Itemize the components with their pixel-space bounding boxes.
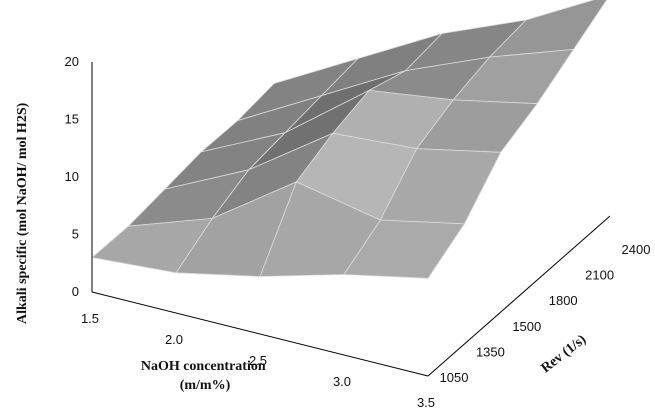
x-axis-title-line2: (m/m%)	[180, 378, 231, 393]
y-tick-label: 1800	[549, 293, 578, 308]
x-axis-title: NaOH concentration (m/m%)	[141, 359, 269, 393]
y-axis-title: Rev (1/s)	[539, 332, 590, 376]
y-tick-label: 1050	[440, 370, 469, 385]
z-tick-label: 10	[65, 169, 79, 184]
x-tick-label: 1.5	[81, 311, 99, 326]
z-tick-label: 15	[65, 112, 79, 127]
x-axis-line	[91, 291, 429, 377]
surface-patch-3-0	[343, 219, 465, 279]
x-tick-label: 3.0	[333, 374, 351, 389]
y-tick-label: 1350	[476, 344, 505, 359]
x-tick-label: 2.0	[165, 332, 183, 347]
y-axis-line	[427, 215, 611, 377]
z-axis-title: Alkali specific (mol NaOH/ mol H2S)	[15, 102, 30, 324]
y-tick-label: 1500	[512, 319, 541, 334]
y-tick-label: 2400	[622, 242, 651, 257]
y-tick-labels: 1050 1350 1500 1800 2100 2400	[440, 242, 651, 385]
z-tick-labels: 0 5 10 15 20	[65, 54, 79, 299]
x-axis-title-line1: NaOH concentration	[141, 359, 266, 374]
surface-mesh	[91, 0, 608, 279]
axes	[91, 62, 611, 377]
x-tick-label: 2.5	[249, 353, 267, 368]
x-tick-label: 3.5	[417, 395, 435, 410]
x-tick-labels: 1.5 2.0 2.5 3.0 3.5	[81, 311, 435, 410]
y-tick-label: 2100	[585, 268, 614, 283]
z-tick-label: 20	[65, 54, 79, 69]
z-tick-label: 5	[72, 227, 79, 242]
z-tick-label: 0	[72, 284, 79, 299]
